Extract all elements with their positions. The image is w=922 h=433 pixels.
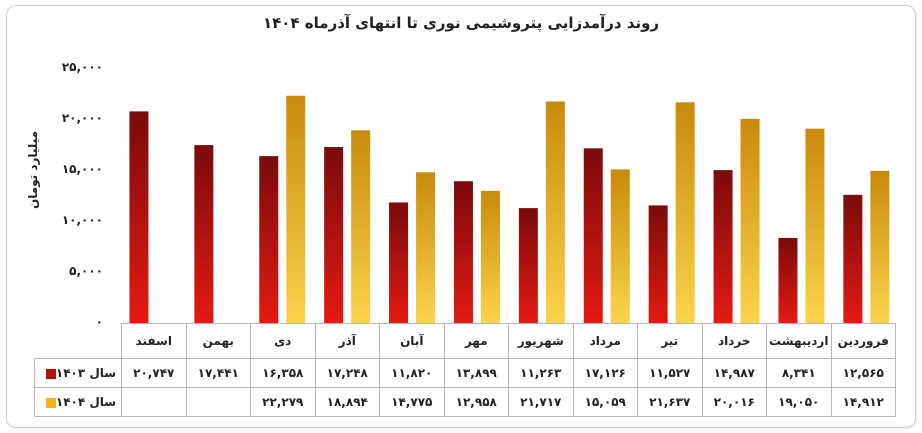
bar-1404-7 [416, 172, 436, 323]
chart-title: روند درآمدزایی پتروشیمی نوری تا انتهای آ… [262, 14, 660, 32]
table-corner [34, 323, 122, 359]
x-tick-label: مهر [443, 323, 509, 359]
x-tick-label: شهریور [508, 323, 574, 359]
bar-1403-7 [389, 202, 409, 323]
bar-1404-1 [805, 128, 825, 323]
data-label: ۱۹,۰۵۰ [766, 387, 832, 417]
data-label: ۱۴,۹۸۷ [701, 358, 767, 388]
bar-1403-11 [129, 111, 149, 323]
bar-1404-5 [545, 101, 565, 323]
data-label: ۱۱,۵۲۷ [637, 358, 703, 388]
bar-1403-6 [453, 181, 473, 323]
data-label: ۱۷,۱۲۶ [572, 358, 638, 388]
x-tick-label: اردیبهشت [766, 323, 832, 359]
data-label: ۲۱,۷۱۷ [508, 387, 574, 417]
bar-1404-3 [675, 102, 695, 323]
data-label: ۲۱,۶۳۷ [637, 387, 703, 417]
x-tick-label: خرداد [701, 323, 767, 359]
legend-label: سال ۱۴۰۴ [55, 395, 117, 409]
y-tick-label: ۱۵,۰۰۰ [61, 162, 103, 176]
bar-1404-6 [480, 190, 500, 323]
data-label: ۱۶,۳۵۸ [250, 358, 316, 388]
legend-label: سال ۱۴۰۳ [55, 366, 117, 380]
data-table: اسفند بهمن دی آذر آبان مهر شهریور مرداد تیر خرداد… [34, 323, 896, 417]
bar-1403-4 [583, 148, 603, 323]
bar-1403-9 [259, 156, 279, 323]
bar-1403-0 [843, 194, 863, 323]
x-tick-label: اسفند [121, 323, 187, 359]
legend-swatch [45, 397, 56, 408]
data-label: ۸,۳۴۱ [766, 358, 832, 388]
data-label [121, 387, 187, 417]
data-label: ۱۳,۸۹۹ [443, 358, 509, 388]
x-tick-label: فروردین [830, 323, 896, 359]
data-label: ۱۷,۴۴۱ [185, 358, 251, 388]
data-label: ۲۲,۲۷۹ [250, 387, 316, 417]
x-tick-label: تیر [637, 323, 703, 359]
data-label: ۱۲,۹۵۸ [443, 387, 509, 417]
legend-item: سال ۱۴۰۳ [34, 358, 122, 388]
table-row: سال ۱۴۰۴ ۲۲,۲۷۹ ۱۸,۸۹۴ ۱۴,۷۷۵ ۱۲,۹۵۸ ۲۱,۷۱۷ ۱۵… [34, 387, 896, 417]
data-label: ۲۰,۷۴۷ [121, 358, 187, 388]
bar-1404-2 [740, 118, 760, 324]
y-tick-label: ۲۰,۰۰۰ [61, 111, 103, 125]
y-tick-label: ۰ [95, 315, 103, 329]
data-label: ۱۵,۰۵۹ [572, 387, 638, 417]
legend-item: سال ۱۴۰۴ [34, 387, 122, 417]
x-tick-label: دی [250, 323, 316, 359]
table-row: سال ۱۴۰۳ ۲۰,۷۴۷ ۱۷,۴۴۱ ۱۶,۳۵۸ ۱۷,۲۴۸ ۱۱,۸۲۰ ۱۳… [34, 358, 896, 388]
data-label: ۱۱,۲۶۳ [508, 358, 574, 388]
bar-1403-8 [324, 147, 344, 323]
legend-swatch [45, 368, 56, 379]
x-tick-label: مرداد [572, 323, 638, 359]
x-tick-label: آبان [379, 323, 445, 359]
data-label [185, 387, 251, 417]
data-label: ۱۴,۷۷۵ [379, 387, 445, 417]
data-label: ۱۸,۸۹۴ [314, 387, 380, 417]
y-tick-label: ۵,۰۰۰ [69, 264, 103, 278]
bar-1404-9 [286, 95, 306, 323]
data-label: ۲۰,۰۱۶ [701, 387, 767, 417]
data-label: ۱۴,۹۱۲ [830, 387, 896, 417]
bar-1403-3 [648, 205, 668, 323]
x-tick-label: آذر [314, 323, 380, 359]
bar-1403-1 [778, 237, 798, 323]
bar-1404-4 [610, 169, 630, 323]
y-tick-label: ۲۵,۰۰۰ [61, 60, 103, 74]
bars-group [129, 95, 890, 324]
data-label: ۱۱,۸۲۰ [379, 358, 445, 388]
bar-1404-8 [351, 130, 371, 323]
data-label: ۱۷,۲۴۸ [314, 358, 380, 388]
bar-1403-5 [518, 208, 538, 323]
x-tick-label: بهمن [185, 323, 251, 359]
y-tick-label: ۱۰,۰۰۰ [61, 213, 103, 227]
bar-1403-2 [713, 170, 733, 323]
bar-1404-0 [870, 170, 890, 323]
bar-1403-10 [194, 145, 214, 323]
data-label: ۱۲,۵۶۵ [830, 358, 896, 388]
